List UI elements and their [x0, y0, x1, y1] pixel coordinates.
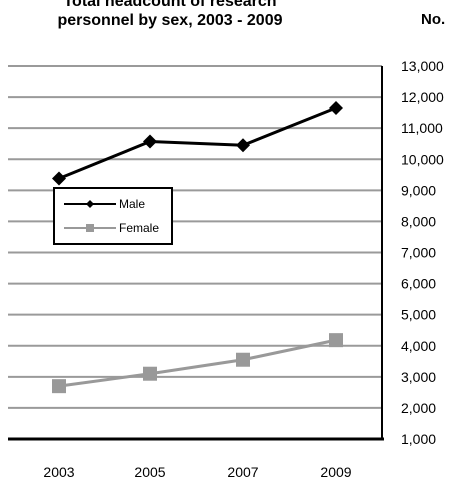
- female-data-point: [329, 333, 343, 348]
- legend-label: Male: [119, 197, 145, 211]
- legend-label: Female: [119, 221, 159, 235]
- male-data-point: [143, 134, 157, 149]
- y-tick-label: 9,000: [401, 182, 436, 198]
- y-tick-label: 6,000: [401, 276, 436, 292]
- y-tick-label: 5,000: [401, 307, 436, 323]
- legend-marker: [86, 224, 94, 232]
- chart-title-line2: personnel by sex, 2003 - 2009: [57, 12, 283, 29]
- chart-title-line1: Total headcount of research: [63, 0, 277, 10]
- legend-box: [53, 187, 173, 245]
- y-tick-label: 1,000: [401, 431, 436, 447]
- x-tick-label: 2003: [43, 464, 74, 479]
- y-tick-label: 3,000: [401, 369, 436, 385]
- y-tick-label: 10,000: [401, 151, 444, 167]
- y-tick-label: 4,000: [401, 338, 436, 354]
- female-data-point: [52, 379, 66, 394]
- x-tick-label: 2005: [134, 464, 165, 479]
- legend-marker: [86, 200, 94, 208]
- male-data-point: [236, 138, 250, 153]
- x-tick-label: 2009: [320, 464, 351, 479]
- male-data-point: [52, 171, 66, 186]
- female-data-point: [143, 366, 157, 381]
- y-tick-label: 7,000: [401, 245, 436, 261]
- female-series-line: [58, 338, 337, 388]
- y-tick-label: 12,000: [401, 89, 444, 105]
- female-data-point: [236, 352, 250, 367]
- y-axis-unit-label: No.: [421, 11, 446, 28]
- male-data-point: [329, 100, 343, 115]
- y-tick-label: 2,000: [401, 400, 436, 416]
- x-tick-label: 2007: [227, 464, 258, 479]
- y-tick-label: 13,000: [401, 58, 444, 74]
- male-series-line: [58, 106, 337, 180]
- chart-title: Total headcount of research personnel by…: [0, 0, 340, 30]
- y-tick-label: 8,000: [401, 213, 436, 229]
- y-tick-label: 11,000: [401, 120, 443, 136]
